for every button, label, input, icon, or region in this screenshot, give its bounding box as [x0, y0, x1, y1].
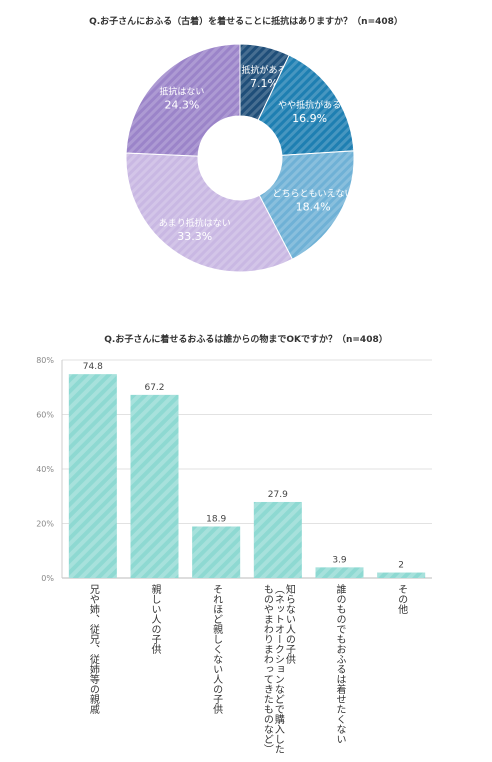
bar-value-label: 18.9: [206, 514, 226, 524]
donut-slice-label: 抵抗がある: [241, 64, 286, 76]
donut-slice-label: 抵抗はない: [159, 85, 204, 97]
donut-slice-label: あまり抵抗はない: [159, 217, 231, 229]
donut-slice-label: どちらともいえない: [273, 188, 354, 199]
donut-slice-stripes: [240, 44, 290, 121]
bar-value-label: 74.8: [83, 362, 103, 372]
x-category-label: 知らない人の子供 （ネットオークションなどで購入した ものやまわりまわってきたも…: [261, 584, 295, 754]
bar-stripes: [130, 394, 179, 578]
bar-stripes: [253, 501, 302, 578]
y-tick-label: 60%: [36, 411, 54, 420]
y-tick-label: 80%: [36, 356, 54, 365]
bar-stripes: [315, 567, 364, 578]
donut-chart-title: Q.お子さんにおふる（古着）を着せることに抵抗はありますか？（n=408）: [89, 17, 403, 27]
donut-slice-stripes: [126, 152, 293, 272]
y-tick-label: 40%: [36, 465, 54, 474]
x-category-label: 親しい人の子供: [149, 584, 160, 654]
donut-slice-label: やや抵抗がある: [278, 99, 341, 111]
donut-slice-stripes: [258, 55, 354, 156]
bar-value-label: 27.9: [268, 490, 288, 500]
bar-stripes: [192, 526, 241, 578]
bar-stripes: [377, 572, 426, 578]
x-category-label: その他: [395, 584, 407, 614]
bar-stripes: [68, 374, 117, 578]
bar-value-label: 2: [398, 561, 404, 571]
donut-slice-value: 24.3%: [164, 98, 199, 111]
bar-chart-title: Q.お子さんに着せるおふるは誰からの物までOKですか？（n=408）: [104, 335, 388, 345]
donut-slice-value: 16.9%: [292, 112, 327, 125]
x-category-label: それほど親しくない人の子供: [210, 584, 222, 714]
donut-slice-stripes: [126, 44, 240, 157]
donut-slice-value: 7.1%: [250, 77, 278, 90]
donut-slice-value: 33.3%: [177, 230, 212, 243]
bar-value-label: 3.9: [332, 555, 347, 565]
donut-slice-value: 18.4%: [296, 200, 331, 213]
bar-value-label: 67.2: [144, 383, 164, 393]
x-category-label: 誰のものでもおふるは着せたくない: [334, 584, 345, 744]
y-tick-label: 0%: [41, 574, 54, 583]
donut-slice-stripes: [259, 150, 354, 260]
y-tick-label: 20%: [36, 520, 54, 529]
x-category-label: 兄や姉、従兄、従姉等の親戚: [87, 584, 99, 714]
